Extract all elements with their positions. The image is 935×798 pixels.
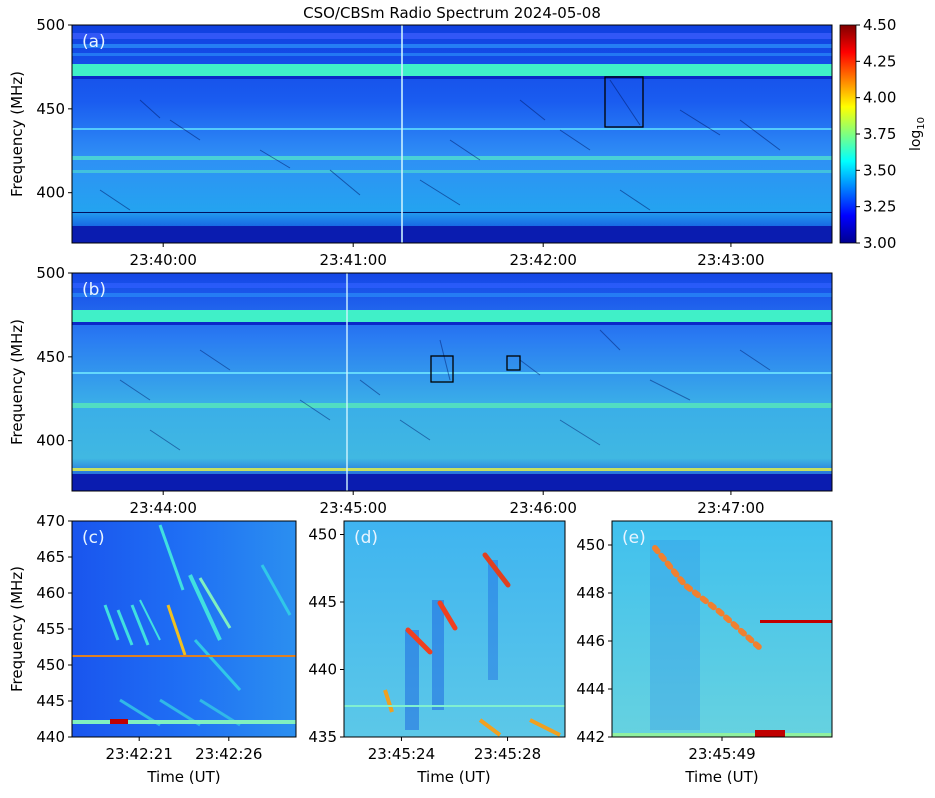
ytick-label: 435 (308, 728, 337, 746)
panel-b-ylabel: Frequency (MHz) (8, 319, 26, 445)
panel-a-ylabel: Frequency (MHz) (8, 71, 26, 197)
colorbar-tick-label: 3.75 (863, 125, 896, 143)
figure-title: CSO/CBSm Radio Spectrum 2024-05-08 (303, 4, 601, 22)
colorbar: 4.50 4.25 4.00 3.75 3.50 3.25 3.00 log10 (839, 16, 927, 252)
colorbar-gradient (839, 24, 857, 244)
panel-b-highlight-box-1 (430, 355, 454, 383)
panel-a-bands (72, 25, 832, 243)
ytick-label: 446 (576, 632, 605, 650)
panel-d-yticks: 450 445 440 435 (308, 526, 344, 746)
ytick-label: 444 (576, 680, 605, 698)
panel-c-label: (c) (82, 528, 105, 548)
panel-c-xticks: 23:42:21 23:42:26 (106, 737, 262, 763)
colorbar-label-sub: 10 (916, 117, 927, 130)
panel-e-yticks: 450 448 446 444 442 (576, 536, 612, 746)
colorbar-label: log10 (908, 117, 927, 151)
xtick-label: 23:43:00 (697, 251, 764, 269)
xtick-label: 23:46:00 (510, 499, 577, 517)
panel-e-xticks: 23:45:49 (688, 737, 756, 763)
colorbar-tick-label: 3.50 (863, 161, 896, 179)
panel-b-yticks: 500 450 400 (36, 264, 72, 450)
panel-c-ylabel: Frequency (MHz) (8, 566, 26, 692)
xtick-label: 23:40:00 (130, 251, 197, 269)
xtick-label: 23:45:24 (368, 745, 435, 763)
panel-a-xticks: 23:40:00 23:41:00 23:42:00 23:43:00 (130, 243, 765, 269)
ytick-label: 450 (36, 100, 65, 118)
xtick-label: 23:45:00 (320, 499, 387, 517)
ytick-label: 448 (576, 584, 605, 602)
ytick-label: 450 (576, 536, 605, 554)
xtick-label: 23:42:21 (106, 745, 173, 763)
panel-e: (e) 450 448 446 444 442 23:45:49 Time (UT) (576, 520, 833, 786)
ytick-label: 445 (36, 692, 65, 710)
xtick-label: 23:42:00 (510, 251, 577, 269)
panel-d: (d) 450 445 440 435 23:45:24 23:45:28 Time (… (308, 520, 566, 786)
ytick-label: 450 (308, 526, 337, 544)
colorbar-label-main: log (908, 130, 924, 151)
panel-b-label: (b) (82, 280, 106, 300)
panel-c-xlabel: Time (UT) (146, 768, 220, 786)
panel-d-xlabel: Time (UT) (416, 768, 490, 786)
panel-b-bands (72, 273, 832, 491)
xtick-label: 23:45:49 (688, 745, 755, 763)
panel-d-xticks: 23:45:24 23:45:28 (368, 737, 541, 763)
panel-e-spectrogram (612, 521, 832, 737)
ytick-label: 400 (36, 432, 65, 450)
panel-a-yticks: 500 450 400 (36, 16, 72, 202)
panel-d-bursts (344, 552, 565, 737)
ytick-label: 470 (36, 512, 65, 530)
panel-b-bursts (119, 329, 771, 451)
ytick-label: 455 (36, 620, 65, 638)
xtick-label: 23:41:00 (320, 251, 387, 269)
xtick-label: 23:44:00 (130, 499, 197, 517)
ytick-label: 440 (36, 728, 65, 746)
ytick-label: 460 (36, 584, 65, 602)
panel-e-xlabel: Time (UT) (684, 768, 758, 786)
ytick-label: 450 (36, 348, 65, 366)
colorbar-tick-label: 4.25 (863, 52, 896, 70)
ytick-label: 442 (576, 728, 605, 746)
ytick-label: 440 (308, 661, 337, 679)
panel-e-label: (e) (622, 528, 646, 548)
panel-a-label: (a) (82, 32, 106, 52)
ytick-label: 445 (308, 593, 337, 611)
panel-c-bursts (72, 524, 296, 727)
panel-d-label: (d) (354, 528, 378, 548)
colorbar-tick-label: 3.00 (863, 234, 896, 252)
colorbar-tick-label: 4.00 (863, 89, 896, 107)
panel-c-spectrogram (72, 521, 296, 737)
ytick-label: 465 (36, 548, 65, 566)
ytick-label: 400 (36, 184, 65, 202)
panel-c-yticks: 470 465 460 455 450 445 440 (36, 512, 72, 746)
xtick-label: 23:47:00 (697, 499, 764, 517)
panel-e-bursts (612, 540, 832, 737)
ytick-label: 450 (36, 656, 65, 674)
colorbar-tick-label: 4.50 (863, 16, 896, 34)
xtick-label: 23:42:26 (195, 745, 262, 763)
xtick-label: 23:45:28 (474, 745, 541, 763)
panel-a-bursts (99, 79, 781, 211)
panel-a-spectrogram (72, 25, 832, 243)
panel-b-xticks: 23:44:00 23:45:00 23:46:00 23:47:00 (130, 491, 765, 517)
panel-a-highlight-box (604, 76, 644, 128)
ytick-label: 500 (36, 16, 65, 34)
colorbar-ticks: 4.50 4.25 4.00 3.75 3.50 3.25 3.00 (856, 16, 896, 252)
colorbar-tick-label: 3.25 (863, 198, 896, 216)
panel-b-highlight-box-2 (506, 355, 521, 371)
ytick-label: 500 (36, 264, 65, 282)
